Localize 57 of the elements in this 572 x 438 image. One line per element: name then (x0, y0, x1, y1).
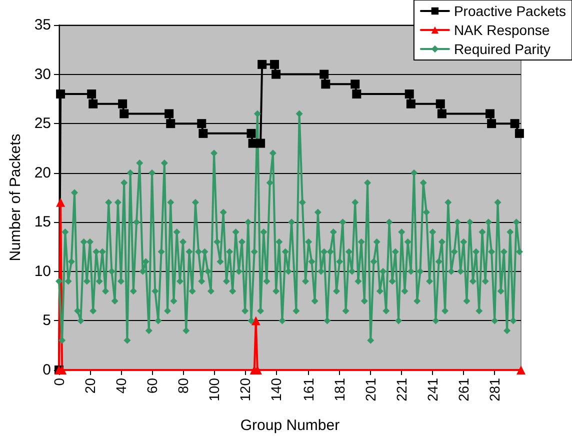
legend-label: NAK Response (454, 22, 550, 38)
point (270, 60, 279, 69)
x-tick-label: 80 (175, 378, 192, 394)
y-tick-label: 25 (34, 115, 51, 132)
point (404, 90, 414, 98)
y-tick-label: 10 (34, 262, 51, 280)
point (350, 80, 360, 89)
x-tick-label: 120 (237, 378, 254, 402)
y-tick-label: 0 (42, 362, 51, 378)
x-tick-label: 100 (206, 378, 222, 402)
y-tick-label: 30 (34, 66, 51, 83)
legend-label: Proactive Packets (454, 3, 566, 19)
y-tick-label: 15 (34, 214, 51, 231)
x-tick-label: 40 (113, 378, 130, 394)
x-tick-label: 0 (51, 378, 67, 386)
point (246, 128, 256, 138)
point (256, 138, 266, 148)
point (166, 119, 176, 128)
point (164, 109, 174, 118)
x-tick-label: 20 (82, 378, 98, 394)
legend-label: Required Parity (454, 41, 550, 57)
point (510, 119, 520, 128)
point (56, 90, 66, 98)
point (198, 128, 208, 138)
x-tick-label: 161 (300, 378, 317, 402)
point (516, 366, 526, 374)
x-tick-label: 281 (486, 378, 503, 402)
x-tick-label: 221 (394, 378, 410, 402)
point (251, 316, 260, 326)
point (87, 90, 96, 98)
y-tick-label: 35 (34, 16, 51, 34)
point (88, 99, 98, 108)
point (258, 60, 267, 69)
x-tick-label: 60 (144, 378, 160, 394)
point (120, 109, 129, 118)
y-tick-label: 5 (42, 312, 51, 330)
x-tick-label: 140 (268, 378, 284, 402)
point (487, 119, 496, 128)
x-tick-label: 261 (456, 378, 472, 402)
x-tick-label: 241 (424, 378, 441, 402)
point (437, 109, 446, 118)
point (197, 119, 206, 128)
point (352, 90, 362, 98)
x-tick-label: 181 (332, 378, 348, 402)
point (272, 70, 281, 79)
y-tick-label: 20 (34, 164, 51, 182)
point (436, 99, 445, 108)
x-tick-label: 201 (362, 378, 379, 402)
y-axis-title: Number of Packets (7, 134, 24, 262)
point (320, 70, 329, 79)
x-axis-title: Group Number (240, 417, 340, 434)
point (56, 198, 66, 207)
point (118, 99, 128, 108)
point (514, 128, 524, 138)
point (485, 109, 494, 118)
point (406, 99, 416, 108)
point (321, 80, 330, 89)
